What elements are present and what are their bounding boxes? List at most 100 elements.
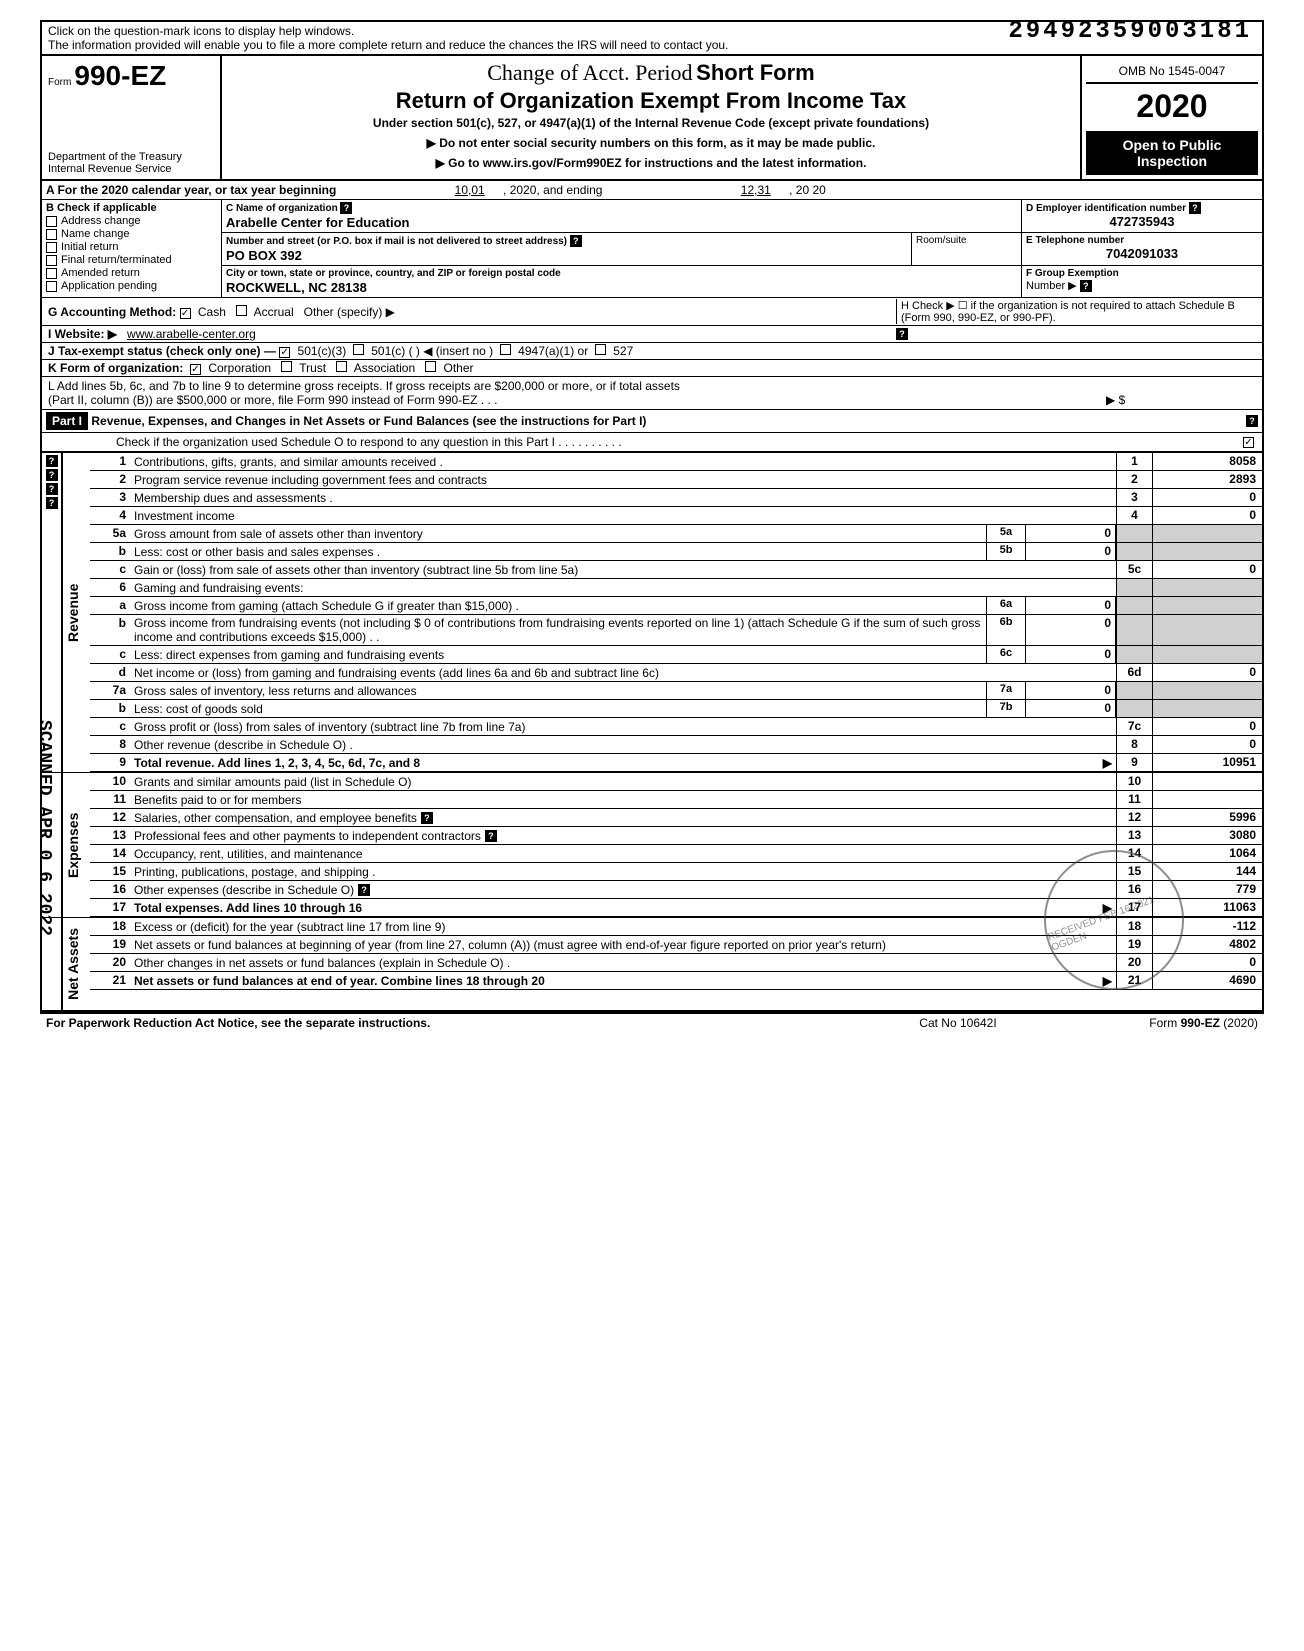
main-box: 7c — [1116, 718, 1152, 735]
checkbox-initial[interactable] — [46, 242, 57, 253]
line-row-b: bLess: cost or other basis and sales exp… — [90, 543, 1262, 561]
label-accrual: Accrual — [254, 305, 294, 319]
checkbox-trust[interactable] — [281, 361, 292, 372]
line-desc: Gross sales of inventory, less returns a… — [130, 682, 986, 699]
checkbox-name-change[interactable] — [46, 229, 57, 240]
netassets-side-label: Net Assets — [62, 918, 90, 1010]
l-arrow: ▶ $ — [1106, 393, 1256, 407]
help-icon[interactable]: ? — [46, 455, 58, 467]
line-num: 9 — [90, 754, 130, 771]
main-box: 11 — [1116, 791, 1152, 808]
help-icon[interactable]: ? — [896, 328, 908, 340]
checkbox-assoc[interactable] — [336, 361, 347, 372]
checkbox-accrual[interactable] — [236, 305, 247, 316]
main-val: 1064 — [1152, 845, 1262, 862]
line-num: 21 — [90, 972, 130, 989]
help-icon[interactable]: ? — [570, 235, 582, 247]
label-pending: Application pending — [61, 280, 157, 292]
checkbox-pending[interactable] — [46, 281, 57, 292]
help-icon[interactable]: ? — [485, 830, 497, 842]
help-icon[interactable]: ? — [358, 884, 370, 896]
main-val — [1152, 597, 1262, 614]
line-num: 3 — [90, 489, 130, 506]
line-num: c — [90, 718, 130, 735]
line-row-13: 13Professional fees and other payments t… — [90, 827, 1262, 845]
help-icon[interactable]: ? — [46, 469, 58, 481]
line-desc: Gross amount from sale of assets other t… — [130, 525, 986, 542]
b-label: B Check if applicable — [46, 202, 217, 214]
main-box: 3 — [1116, 489, 1152, 506]
city-value: ROCKWELL, NC 28138 — [226, 280, 1017, 295]
help-icon[interactable]: ? — [1080, 280, 1092, 292]
checkbox-4947[interactable] — [500, 344, 511, 355]
line-row-d: dNet income or (loss) from gaming and fu… — [90, 664, 1262, 682]
line-num: 16 — [90, 881, 130, 898]
sub-box: 6a — [986, 597, 1026, 614]
checkbox-501c[interactable] — [353, 344, 364, 355]
street-value: PO BOX 392 — [226, 248, 907, 263]
line-row-9: 9Total revenue. Add lines 1, 2, 3, 4, 5c… — [90, 754, 1262, 772]
main-box — [1116, 525, 1152, 542]
main-box: 10 — [1116, 773, 1152, 790]
room-suite-label: Room/suite — [911, 233, 1021, 265]
expenses-side-label: Expenses — [62, 773, 90, 917]
line-desc: Less: direct expenses from gaming and fu… — [130, 646, 986, 663]
label-initial: Initial return — [61, 241, 118, 253]
label-final: Final return/terminated — [61, 254, 172, 266]
help-icon[interactable]: ? — [1246, 415, 1258, 427]
help-icon[interactable]: ? — [1189, 202, 1201, 214]
f-label: F Group Exemption — [1026, 268, 1258, 279]
rows-gk: G Accounting Method: Cash Accrual Other … — [42, 298, 1262, 377]
main-box — [1116, 543, 1152, 560]
line-num: d — [90, 664, 130, 681]
instruction-1: ▶ Do not enter social security numbers o… — [228, 136, 1074, 150]
document-number: 29492359003181 — [1008, 18, 1252, 45]
label-name-change: Name change — [61, 228, 130, 240]
main-val: 0 — [1152, 489, 1262, 506]
checkbox-amended[interactable] — [46, 268, 57, 279]
checkbox-schedule-o[interactable] — [1243, 437, 1254, 448]
line-num: 7a — [90, 682, 130, 699]
help-icon[interactable]: ? — [46, 497, 58, 509]
line-row-6: 6Gaming and fundraising events: — [90, 579, 1262, 597]
line-desc: Gross profit or (loss) from sales of inv… — [130, 718, 1116, 735]
main-val: 8058 — [1152, 453, 1262, 470]
end-date: 12,31 — [726, 183, 786, 197]
line-row-12: 12Salaries, other compensation, and empl… — [90, 809, 1262, 827]
main-val — [1152, 525, 1262, 542]
line-num: b — [90, 700, 130, 717]
label-527: 527 — [613, 344, 633, 358]
help-icon[interactable]: ? — [340, 202, 352, 214]
help-icon[interactable]: ? — [421, 812, 433, 824]
line-num: b — [90, 543, 130, 560]
checkbox-501c3[interactable] — [279, 347, 290, 358]
line-row-11: 11Benefits paid to or for members11 — [90, 791, 1262, 809]
begin-date: 10,01 — [440, 183, 500, 197]
main-val — [1152, 682, 1262, 699]
checkbox-addr-change[interactable] — [46, 216, 57, 227]
line-desc: Gross income from fundraising events (no… — [130, 615, 986, 645]
sub-title: Under section 501(c), 527, or 4947(a)(1)… — [228, 116, 1074, 130]
form-header: Form 990-EZ Department of the Treasury I… — [42, 56, 1262, 181]
sub-box: 5a — [986, 525, 1026, 542]
main-box — [1116, 682, 1152, 699]
checkbox-final[interactable] — [46, 255, 57, 266]
label-corp: Corporation — [208, 361, 271, 375]
line-desc: Benefits paid to or for members — [130, 791, 1116, 808]
line-num: 18 — [90, 918, 130, 935]
dept-treasury: Department of the Treasury — [48, 151, 214, 163]
open-public-1: Open to Public — [1088, 137, 1256, 153]
row-a-mid: , 2020, and ending — [503, 183, 602, 197]
checkbox-cash[interactable] — [180, 308, 191, 319]
scanned-stamp: SCANNED APR 0 6 2022 — [34, 720, 54, 936]
sub-box: 5b — [986, 543, 1026, 560]
label-501c3: 501(c)(3) — [298, 344, 347, 358]
checkbox-corp[interactable] — [190, 364, 201, 375]
part1-title: Revenue, Expenses, and Changes in Net As… — [91, 414, 1246, 428]
part1-check-label: Check if the organization used Schedule … — [116, 435, 1243, 449]
main-val: 2893 — [1152, 471, 1262, 488]
help-icon[interactable]: ? — [46, 483, 58, 495]
checkbox-527[interactable] — [595, 344, 606, 355]
main-box — [1116, 700, 1152, 717]
checkbox-other-org[interactable] — [425, 361, 436, 372]
